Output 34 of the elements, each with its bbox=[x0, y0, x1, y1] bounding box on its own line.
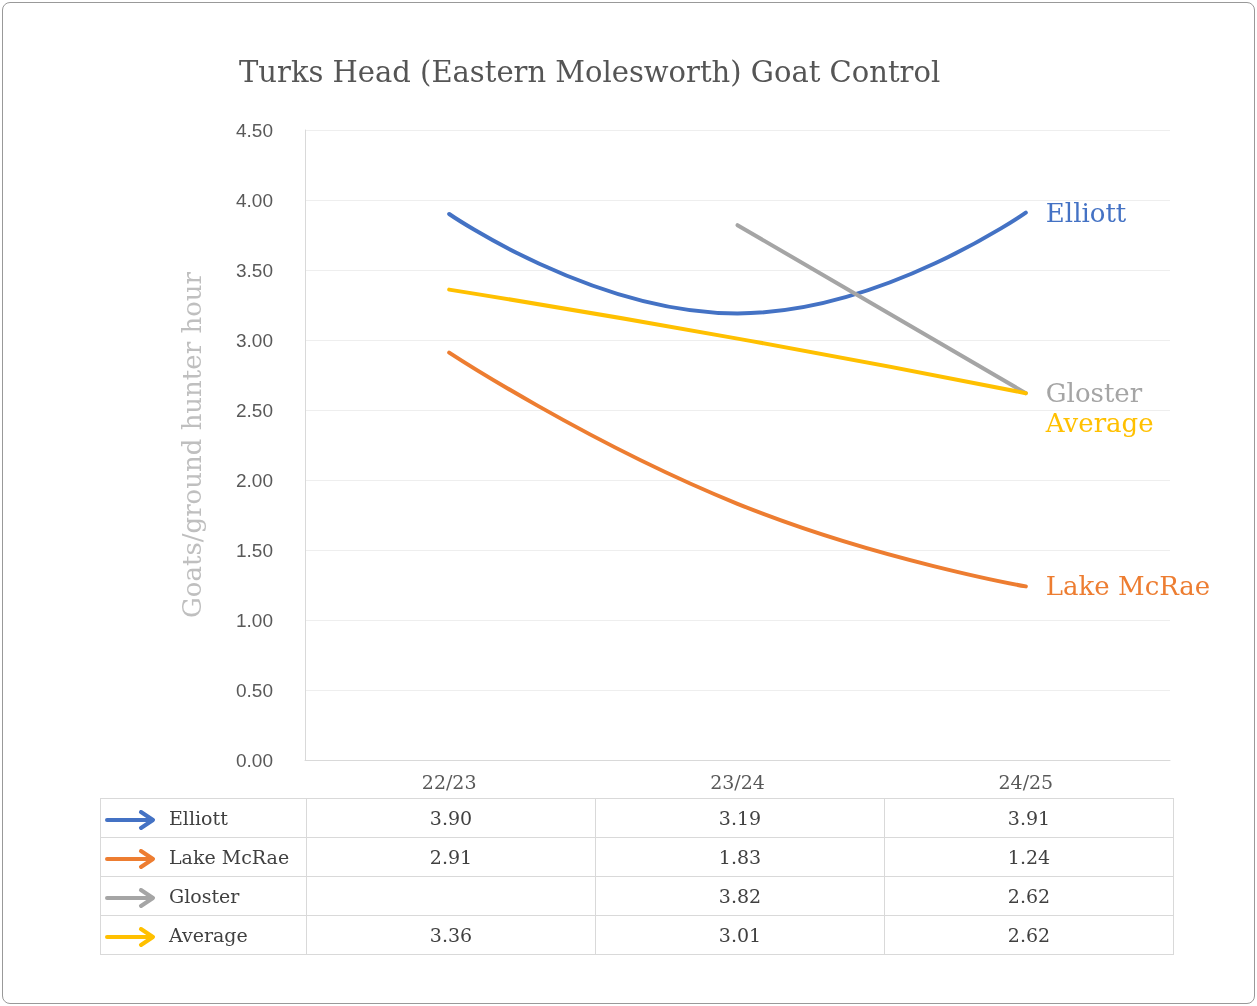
y-tick-label: 1.50 bbox=[236, 539, 273, 561]
text: Average bbox=[1045, 408, 1154, 439]
data-label: 3.01 bbox=[595, 915, 885, 955]
data-label: 3.19 bbox=[595, 798, 885, 838]
y-tick-label: 3.00 bbox=[236, 329, 273, 351]
y-tick-label: 4.50 bbox=[236, 119, 273, 141]
chart-title: Turks Head (Eastern Molesworth) Goat Control bbox=[239, 54, 941, 89]
text: Lake McRae bbox=[1045, 571, 1211, 602]
data-label: 1.83 bbox=[595, 837, 885, 877]
x-tick-label: 22/23 bbox=[421, 770, 477, 793]
data-label: 2.62 bbox=[884, 915, 1174, 955]
legend-label: Elliott bbox=[100, 798, 307, 838]
y-axis-title: Goats/ground hunter hour bbox=[177, 271, 207, 618]
data-label: 3.90 bbox=[306, 798, 596, 838]
text: Elliott bbox=[1045, 197, 1127, 228]
x-tick-label: 23/24 bbox=[710, 770, 765, 793]
text: Gloster bbox=[1045, 378, 1143, 409]
data-label: 1.24 bbox=[884, 837, 1174, 877]
legend-label: Average bbox=[100, 915, 307, 955]
data-label: 3.82 bbox=[595, 876, 885, 916]
y-tick-label: 3.50 bbox=[236, 259, 273, 281]
y-tick-label: 1.00 bbox=[236, 609, 273, 631]
y-tick-label: 2.50 bbox=[236, 399, 273, 421]
x-tick-label: 24/25 bbox=[998, 770, 1054, 793]
y-tick-label: 4.00 bbox=[236, 189, 273, 211]
data-label: 2.91 bbox=[306, 837, 596, 877]
data-label: 2.62 bbox=[884, 876, 1174, 916]
data-label: 3.91 bbox=[884, 798, 1174, 838]
y-tick-label: 2.00 bbox=[236, 469, 273, 491]
data-label: 3.36 bbox=[306, 915, 596, 955]
legend-label: Lake McRae bbox=[100, 837, 307, 877]
y-tick-label: 0.00 bbox=[236, 749, 273, 771]
y-tick-label: 0.50 bbox=[236, 679, 273, 701]
legend-label: Gloster bbox=[100, 876, 307, 916]
